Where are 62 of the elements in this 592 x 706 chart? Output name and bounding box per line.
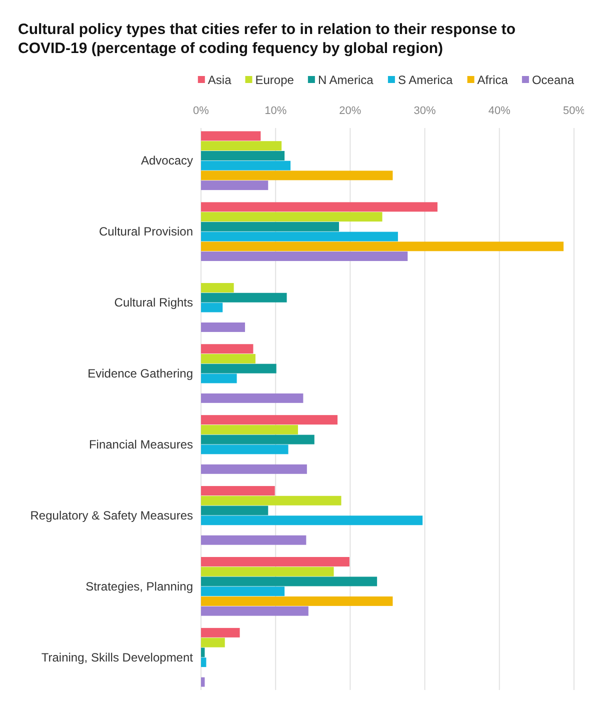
bar (201, 374, 237, 384)
bar (201, 596, 393, 606)
x-tick-label: 40% (488, 105, 511, 117)
bar (201, 292, 287, 302)
legend-label: Europe (255, 73, 294, 87)
bar (201, 444, 288, 454)
x-tick-label: 20% (339, 105, 362, 117)
bar (201, 160, 291, 170)
bar (201, 131, 261, 141)
bar (201, 586, 285, 596)
bar (201, 566, 334, 576)
bar (201, 364, 276, 374)
bar (201, 486, 275, 496)
bar (201, 415, 338, 425)
bar (201, 354, 256, 364)
bar (201, 141, 282, 151)
bar (201, 628, 240, 638)
bar (201, 556, 350, 566)
bar (201, 535, 306, 545)
y-tick-label: Regulatory & Safety Measures (30, 508, 193, 522)
bar (201, 516, 423, 526)
bar (201, 506, 268, 516)
legend-label: N America (318, 73, 374, 87)
bar (201, 180, 268, 190)
bar (201, 344, 254, 354)
bar (201, 283, 234, 292)
legend-label: S America (398, 73, 453, 87)
y-tick-label: Financial Measures (88, 437, 193, 452)
y-tick-label: Cultural Provision (98, 224, 193, 239)
bar (201, 242, 564, 252)
legend-label: Oceana (532, 73, 574, 87)
bar (201, 648, 205, 658)
y-tick-label: Cultural Rights (114, 296, 193, 310)
bar (201, 212, 382, 222)
x-tick-label: 10% (264, 105, 287, 117)
bar (201, 150, 285, 160)
bar (201, 322, 246, 332)
bar (201, 393, 304, 403)
bar (201, 464, 307, 474)
bar (201, 252, 408, 262)
bar (201, 638, 225, 648)
legend-label: Asia (208, 73, 232, 87)
y-tick-label: Advocacy (140, 154, 193, 168)
bar (201, 222, 340, 232)
x-tick-label: 30% (414, 105, 436, 117)
chart-title: Cultural policy types that cities refer to in relation to their response to COVID-19 (percentage of coding fequency by global region) (18, 21, 516, 57)
bar (201, 658, 206, 668)
y-tick-label: Evidence Gathering (88, 366, 193, 381)
y-tick-label: Strategies, Planning (86, 579, 193, 594)
bar (201, 606, 308, 616)
bar (201, 496, 342, 506)
bar (201, 434, 314, 444)
bar (201, 170, 393, 180)
y-tick-label: Training, Skills Development (41, 650, 194, 664)
bar (201, 232, 398, 242)
bar (201, 202, 438, 212)
bar (201, 576, 378, 586)
legend-label: Africa (477, 73, 508, 87)
bar (201, 424, 298, 434)
bar (201, 677, 205, 687)
x-tick-label: 0% (193, 105, 210, 117)
bar (201, 302, 223, 312)
